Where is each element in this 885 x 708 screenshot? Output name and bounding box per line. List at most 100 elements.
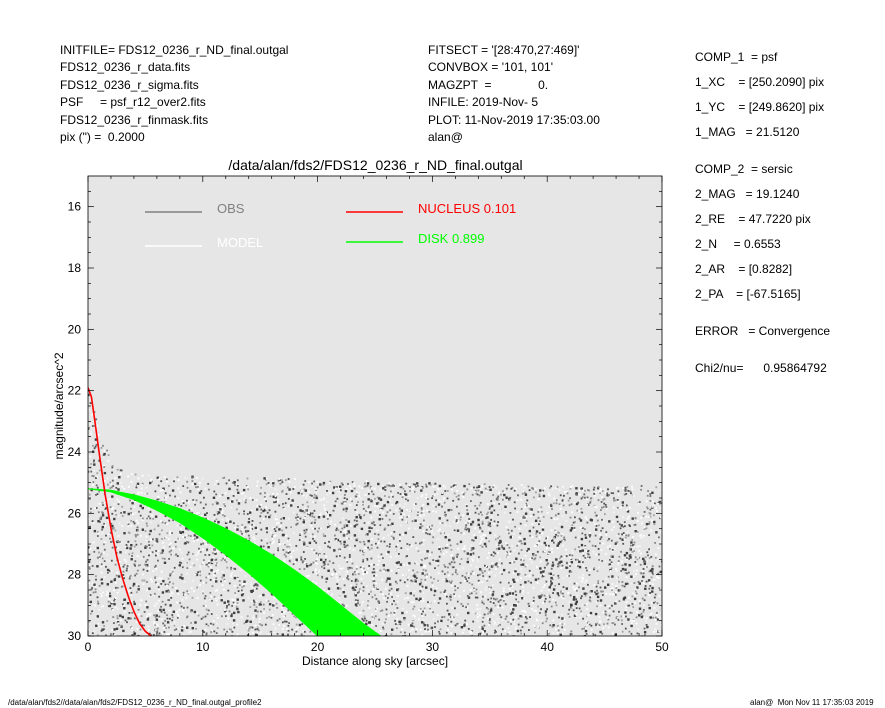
- obs-point: [316, 530, 319, 533]
- obs-point: [104, 508, 107, 510]
- obs-point: [408, 569, 410, 572]
- obs-point: [544, 614, 547, 617]
- obs-point: [578, 565, 582, 569]
- obs-point: [108, 604, 112, 608]
- obs-point: [200, 515, 203, 517]
- obs-point: [88, 560, 91, 563]
- obs-point: [401, 628, 404, 631]
- obs-point: [374, 609, 377, 612]
- obs-point: [406, 564, 409, 566]
- obs-point: [132, 644, 134, 646]
- obs-point: [257, 638, 259, 640]
- obs-point: [488, 551, 490, 554]
- obs-point: [382, 511, 385, 514]
- obs-point: [473, 486, 475, 489]
- obs-point: [356, 520, 358, 522]
- obs-point: [414, 615, 416, 618]
- obs-point: [512, 518, 514, 521]
- obs-point: [479, 544, 482, 546]
- obs-point: [324, 508, 327, 511]
- obs-point: [236, 602, 239, 605]
- obs-point: [484, 534, 487, 536]
- obs-point: [146, 606, 149, 609]
- obs-point: [272, 482, 275, 485]
- obs-point: [310, 524, 313, 527]
- obs-point: [160, 631, 163, 634]
- obs-point: [160, 583, 163, 585]
- obs-point: [223, 588, 225, 591]
- obs-point: [634, 587, 637, 590]
- obs-point: [216, 627, 219, 629]
- obs-point: [297, 506, 299, 508]
- obs-point: [557, 542, 560, 545]
- obs-point: [322, 515, 326, 518]
- obs-point: [385, 613, 388, 616]
- obs-point: [528, 569, 531, 572]
- obs-point: [113, 586, 116, 589]
- obs-point: [622, 532, 625, 534]
- obs-point: [342, 533, 345, 536]
- obs-point: [134, 646, 136, 648]
- obs-point: [107, 591, 110, 594]
- obs-point: [390, 569, 393, 572]
- obs-point: [529, 534, 531, 537]
- obs-point: [490, 500, 493, 502]
- obs-point: [99, 562, 101, 565]
- obs-point: [268, 603, 272, 606]
- obs-point: [233, 576, 237, 580]
- obs-point: [99, 588, 102, 591]
- obs-point: [112, 485, 115, 487]
- obs-point: [639, 563, 642, 566]
- obs-point: [597, 625, 600, 628]
- obs-point: [549, 624, 552, 627]
- obs-point: [563, 536, 566, 539]
- obs-point: [186, 590, 189, 593]
- obs-point: [575, 598, 577, 601]
- obs-point: [388, 499, 391, 502]
- obs-point: [611, 521, 614, 523]
- obs-point: [636, 637, 638, 639]
- obs-point: [180, 605, 183, 608]
- comp1-line: 1_MAG = 21.5120: [695, 125, 800, 139]
- obs-point: [648, 548, 650, 551]
- obs-point: [202, 590, 205, 593]
- header-left-line: FDS12_0236_r_finmask.fits: [60, 112, 209, 127]
- obs-point: [189, 535, 192, 537]
- obs-point: [402, 533, 404, 536]
- obs-point: [148, 540, 150, 543]
- obs-point: [492, 590, 495, 593]
- obs-point: [98, 584, 101, 587]
- obs-point: [134, 574, 136, 577]
- obs-point: [648, 512, 651, 514]
- obs-point: [170, 572, 173, 575]
- obs-point: [334, 523, 336, 526]
- obs-point: [518, 536, 521, 539]
- obs-point: [426, 533, 429, 535]
- obs-point: [225, 526, 228, 529]
- obs-point: [107, 520, 110, 522]
- obs-point: [251, 626, 254, 629]
- obs-point: [177, 627, 180, 630]
- obs-point: [153, 528, 156, 531]
- obs-point: [184, 562, 187, 565]
- obs-point: [373, 574, 375, 577]
- obs-point: [214, 521, 217, 524]
- obs-point: [602, 580, 604, 583]
- obs-point: [192, 580, 194, 582]
- obs-point: [197, 614, 200, 617]
- obs-point: [540, 619, 543, 622]
- obs-point: [342, 637, 344, 639]
- obs-point: [283, 559, 286, 562]
- obs-point: [420, 587, 422, 590]
- obs-point: [142, 573, 144, 576]
- obs-point: [499, 599, 502, 601]
- obs-point: [162, 608, 165, 612]
- obs-point: [459, 581, 462, 584]
- obs-point: [560, 534, 563, 537]
- obs-point: [88, 629, 90, 631]
- obs-point: [552, 619, 555, 622]
- obs-point: [287, 629, 290, 632]
- obs-point: [641, 635, 644, 636]
- obs-point: [590, 497, 593, 500]
- obs-point: [266, 531, 268, 534]
